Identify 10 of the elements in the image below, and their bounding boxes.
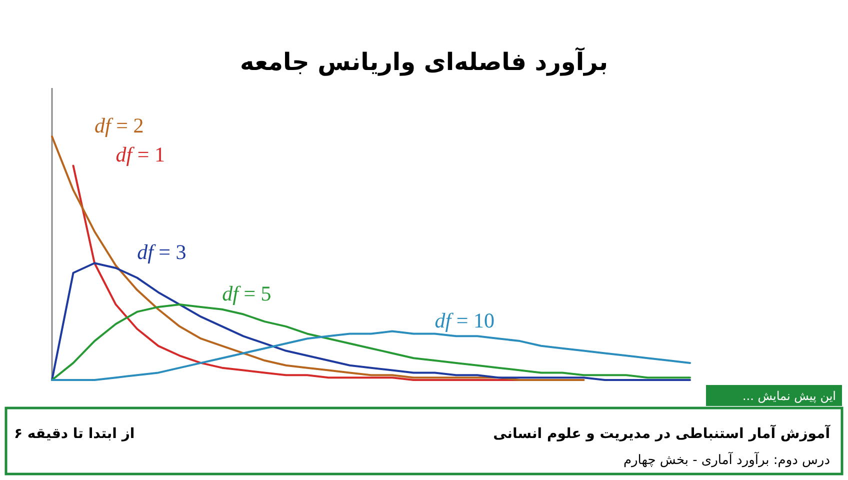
text: درس دوم: برآورد آماری - بخش چهارم: [623, 451, 830, 468]
series-label: df = 5: [222, 282, 272, 306]
text: آموزش آمار استنباطی در مدیریت و علوم انسانی: [493, 424, 832, 442]
series-label: df = 10: [434, 308, 494, 332]
text: از ابتدا تا دقیقه ۶: [14, 426, 135, 442]
chart-title: برآورد فاصله‌ای واریانس جامعه: [240, 47, 608, 76]
text: این پیش نمایش ...: [742, 389, 836, 403]
series-label: df = 1: [116, 142, 165, 167]
series-label: df = 2: [94, 114, 144, 138]
series-label: df = 3: [137, 240, 186, 264]
